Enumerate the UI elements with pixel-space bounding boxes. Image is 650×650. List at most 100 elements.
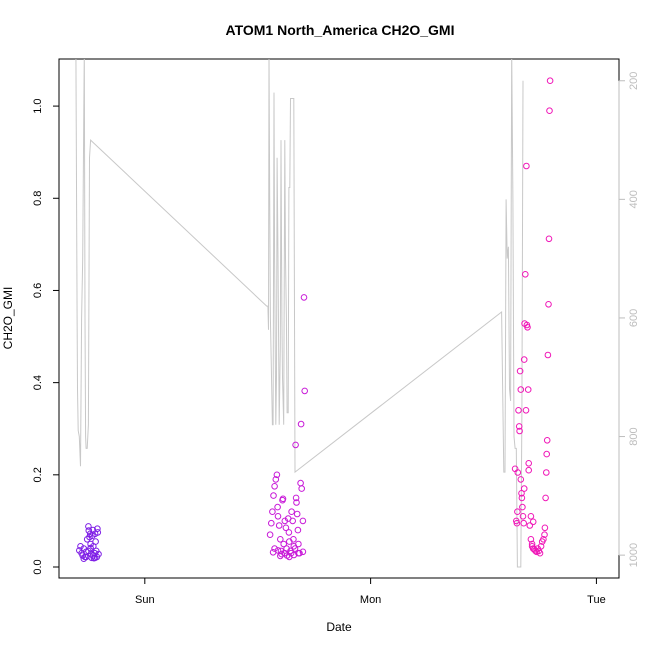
data-point [295,549,302,557]
data-point [541,531,548,539]
data-point [291,545,299,552]
points-group [76,77,554,563]
data-point [529,518,537,526]
data-point [269,508,276,516]
data-point [518,490,525,497]
data-point [517,476,525,483]
data-point [543,437,551,444]
y-axis: 0.0 0.2 0.4 0.6 0.8 1.0 [32,98,60,575]
y-tick-label: 0.6 [32,283,44,298]
data-point [270,492,277,499]
data-point [281,549,289,557]
data-point [94,529,102,536]
data-point [85,527,93,534]
pressure-line [75,59,524,568]
data-point [294,526,302,534]
data-point [517,386,525,393]
data-point [297,420,305,428]
data-point [541,524,549,532]
data-point [546,107,553,114]
data-point [298,485,306,492]
data-point [516,427,523,435]
data-point [87,544,94,552]
data-point [519,503,526,511]
x-tick-label: Sun [135,594,155,606]
y2-tick-label: 400 [628,190,640,208]
data-point [518,494,526,502]
chart-title: ATOM1 North_America CH2O_GMI [226,22,455,38]
data-point [289,517,297,525]
data-point [519,513,527,520]
data-point [280,540,288,548]
data-point [92,538,99,545]
data-point [540,536,547,543]
data-point [544,351,552,359]
data-point [94,525,101,533]
data-point [528,540,536,548]
data-point [524,324,531,331]
data-point [293,510,301,518]
data-point [282,524,290,532]
y2-tick-label: 600 [628,309,640,327]
data-point [527,536,535,543]
data-point [543,469,550,476]
y-tick-label: 0.8 [32,191,44,206]
y2-tick-label: 200 [628,72,640,90]
data-point [268,519,275,527]
x-axis-label: Date [326,620,352,634]
data-point [297,479,304,487]
data-point [292,441,299,449]
y2-axis: 200 400 600 800 1000 [618,72,640,567]
data-point [545,301,552,308]
data-point [523,162,530,170]
data-point [288,508,295,516]
data-point [525,466,533,474]
data-point [274,547,282,554]
data-point [545,235,553,243]
data-point [295,540,302,548]
data-point [274,513,282,520]
data-point [522,271,529,278]
data-point [536,549,544,557]
y-tick-label: 0.0 [32,559,44,574]
data-point [515,423,523,430]
data-point [266,531,274,539]
y-tick-label: 0.4 [32,375,44,390]
x-tick-label: Tue [587,594,606,606]
x-tick-label: Mon [360,594,381,606]
data-point [543,450,551,458]
y2-tick-label: 1000 [628,543,640,567]
data-point [271,483,278,490]
data-point [524,386,532,393]
data-point [277,536,284,543]
data-point [82,553,90,561]
x-axis: Sun Mon Tue [135,578,606,606]
data-point [85,523,92,530]
data-point [292,494,300,502]
data-point [542,494,549,502]
y-axis-label: CH2O_GMI [1,287,15,350]
data-point [515,407,522,414]
data-point [520,519,528,527]
data-point [520,485,528,492]
data-point [513,519,521,527]
data-point [290,536,297,543]
data-point [516,367,524,375]
data-point [520,356,528,363]
data-point [514,508,521,516]
data-point [537,543,545,550]
data-point [299,548,307,556]
data-point [301,387,309,395]
data-point [285,529,293,536]
data-point [272,476,280,483]
data-point [527,513,535,520]
y2-tick-label: 800 [628,427,640,445]
y-tick-label: 1.0 [32,98,44,113]
data-point [514,469,522,476]
data-point [522,407,530,414]
data-point [546,77,554,84]
data-point [300,294,308,301]
data-point [526,522,534,529]
data-point [279,495,287,503]
